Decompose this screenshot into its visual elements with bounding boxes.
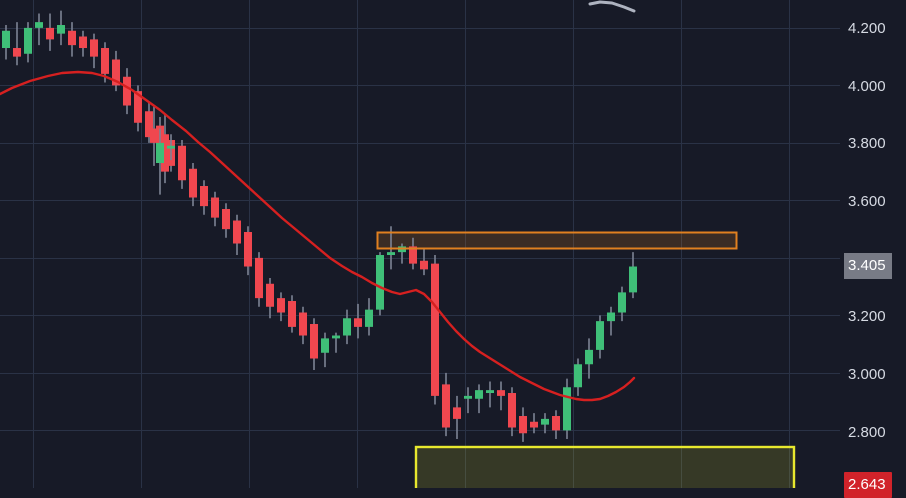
candle-body	[541, 418, 549, 425]
price-axis[interactable]: 4.200 4.000 3.800 3.600 3.200 3.000 2.80…	[840, 0, 906, 498]
candle-body	[596, 321, 604, 350]
price-tick-3000: 3.000	[848, 366, 886, 383]
candle-body	[618, 292, 626, 313]
candle-body	[57, 25, 65, 34]
candle-body	[607, 312, 615, 322]
price-tick-3800: 3.800	[848, 135, 886, 152]
support-zone-group[interactable]	[415, 446, 795, 488]
price-tick-2800: 2.800	[848, 424, 886, 441]
candle-body	[266, 283, 274, 307]
candle-body	[189, 168, 197, 198]
candle-body	[167, 145, 175, 149]
candle-body	[79, 36, 87, 49]
candle-body	[299, 312, 307, 336]
candle-body	[387, 252, 395, 256]
grid-lines	[0, 0, 840, 488]
candle-body	[453, 407, 461, 419]
candle-body	[2, 30, 10, 49]
candle-body	[585, 349, 593, 365]
moving-average-line	[0, 70, 636, 402]
candle-body	[222, 209, 230, 230]
candle-body	[233, 220, 241, 244]
candle-body	[46, 27, 54, 40]
support-zone-border[interactable]	[414, 445, 796, 488]
candle-body	[134, 91, 142, 123]
candle-body	[156, 142, 164, 164]
current-price-label[interactable]: 3.405	[844, 253, 892, 279]
candlestick-svg	[0, 0, 840, 488]
candle-body	[354, 318, 362, 327]
candle-body	[365, 309, 373, 327]
candle-body	[150, 128, 158, 143]
candle-body	[68, 30, 76, 46]
candle-body	[112, 59, 120, 86]
candle-body	[552, 416, 560, 431]
candle-body	[200, 186, 208, 207]
candle-body	[563, 387, 571, 431]
candle-body	[442, 384, 450, 428]
candle-body	[486, 390, 494, 394]
candle-body	[90, 39, 98, 57]
candle-body	[530, 421, 538, 428]
candle-body	[420, 260, 428, 270]
candle-body	[35, 22, 43, 28]
candle-body	[629, 266, 637, 293]
candle-body	[464, 395, 472, 399]
white-curve-fragment	[588, 0, 636, 13]
price-tick-3600: 3.600	[848, 193, 886, 210]
candle-body	[277, 298, 285, 313]
candle-body	[343, 318, 351, 336]
candle-body	[178, 145, 186, 181]
candle-body	[508, 393, 516, 428]
candle-body	[244, 232, 252, 267]
candle-body	[288, 301, 296, 327]
candle-body	[123, 76, 131, 106]
candle-body	[310, 324, 318, 359]
candle-body	[211, 197, 219, 218]
candle-body	[24, 27, 32, 54]
price-tick-3200: 3.200	[848, 308, 886, 325]
candle-body	[431, 263, 439, 396]
last-price-label[interactable]: 2.643	[844, 472, 892, 498]
candle-body	[101, 48, 109, 74]
price-chart-plot-area[interactable]	[0, 0, 840, 488]
candle-body	[409, 246, 417, 264]
candle-body	[519, 416, 527, 434]
candle-body	[255, 257, 263, 299]
resistance-zone-border[interactable]	[376, 231, 738, 250]
candle-body	[145, 111, 153, 138]
candle-body	[475, 390, 483, 399]
candle-body	[497, 390, 505, 396]
candle-body	[574, 364, 582, 388]
price-tick-4000: 4.000	[848, 78, 886, 95]
resistance-zone-fill[interactable]	[377, 232, 737, 249]
candle-body	[13, 48, 21, 57]
candle-body	[332, 335, 340, 339]
candle-series	[2, 10, 637, 442]
candle-body	[376, 255, 384, 310]
candle-body	[321, 338, 329, 353]
price-tick-4200: 4.200	[848, 20, 886, 37]
support-zone-fill[interactable]	[415, 446, 795, 488]
candle-body	[161, 134, 169, 172]
